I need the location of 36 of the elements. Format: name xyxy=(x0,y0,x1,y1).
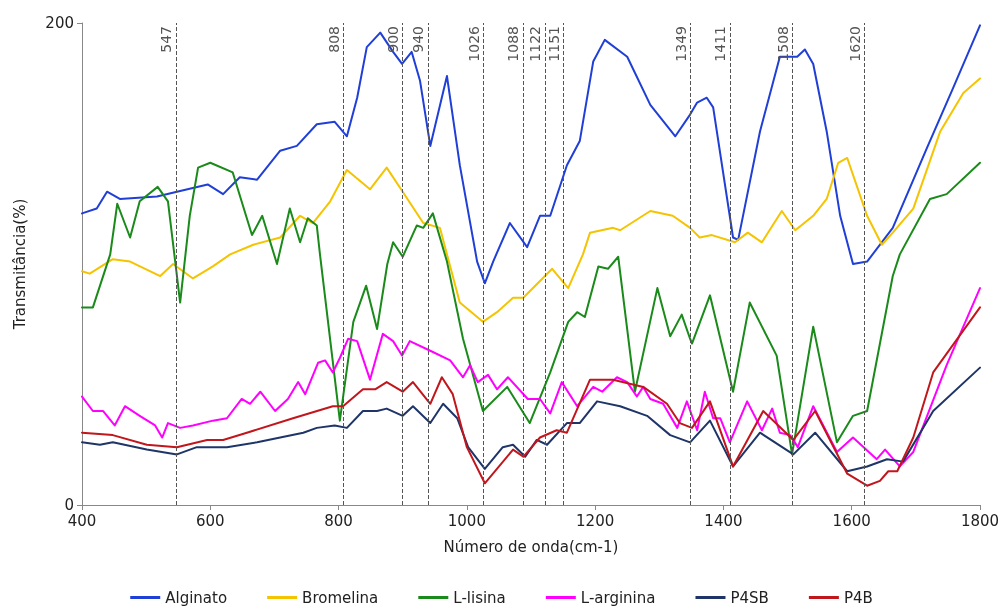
x-tick-label: 600 xyxy=(195,511,225,530)
ref-line-label: 1620 xyxy=(846,26,863,62)
x-axis-title: Número de onda(cm-1) xyxy=(443,537,619,556)
legend-label: L-arginina xyxy=(580,588,656,607)
legend-label: P4B xyxy=(843,588,873,607)
legend-label: Bromelina xyxy=(302,588,379,607)
ref-line-label: 547 xyxy=(158,26,175,53)
ref-line-label: 900 xyxy=(384,26,401,53)
ref-line-label: 1122 xyxy=(527,26,544,62)
ref-line-label: 1151 xyxy=(545,26,562,62)
line-series xyxy=(81,366,981,473)
y-tick-label: 0 xyxy=(64,496,74,514)
ref-line-label: 1026 xyxy=(465,25,482,62)
y-tick-label: 200 xyxy=(45,14,74,32)
legend-label: P4SB xyxy=(730,588,769,607)
line-series xyxy=(81,77,981,323)
line-series xyxy=(81,161,981,456)
x-tick-label: 1800 xyxy=(960,511,1000,530)
y-axis-title: Transmitância(%) xyxy=(10,198,29,331)
ref-line-label: 940 xyxy=(410,26,427,53)
line-series xyxy=(81,306,981,487)
ref-line-label: 1411 xyxy=(712,26,729,62)
x-tick-label: 1200 xyxy=(576,511,615,530)
legend-label: L-lisina xyxy=(453,588,506,607)
line-series xyxy=(81,24,981,285)
line-series xyxy=(81,287,981,468)
legend-label: Alginato xyxy=(165,588,228,607)
x-tick-label: 1000 xyxy=(447,511,486,530)
ref-line-label: 1088 xyxy=(505,26,522,62)
ref-line-label: 1349 xyxy=(672,26,689,62)
x-tick-label: 400 xyxy=(67,511,97,530)
x-tick-label: 1600 xyxy=(832,511,871,530)
x-tick-label: 1400 xyxy=(704,511,743,530)
ref-line-label: 808 xyxy=(325,26,342,53)
x-tick-label: 800 xyxy=(324,511,353,530)
ref-line-label: 1508 xyxy=(774,26,791,62)
